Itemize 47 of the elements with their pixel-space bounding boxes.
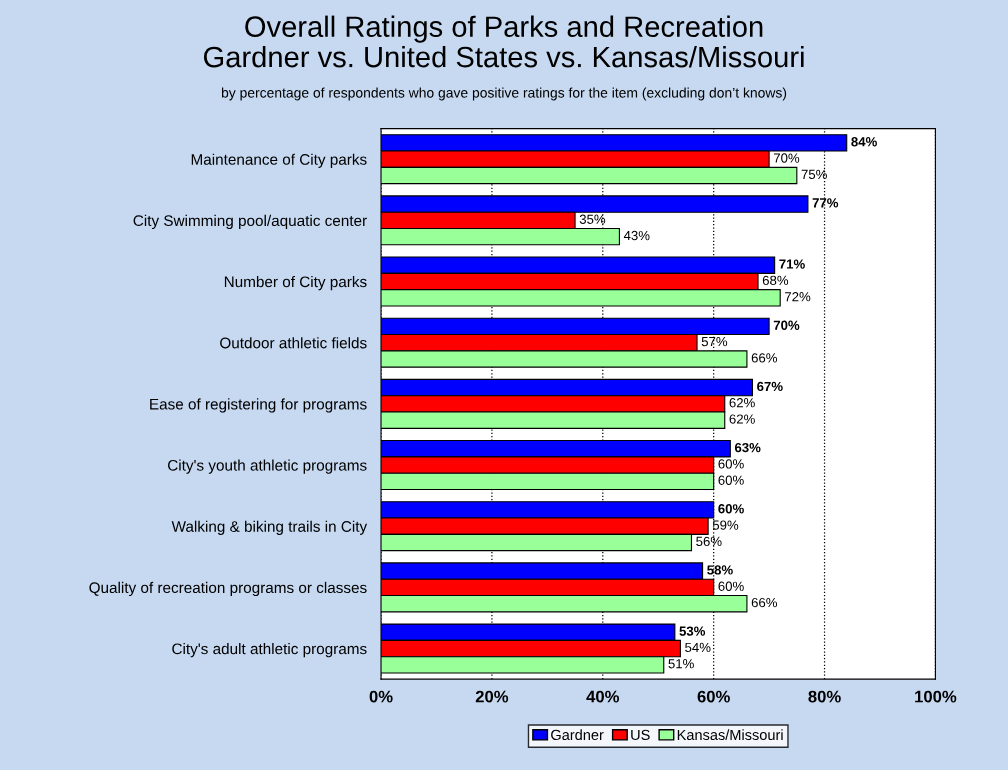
y-tick-label: Maintenance of City parks xyxy=(191,153,367,168)
data-label: 54% xyxy=(685,642,711,653)
y-tick-label: City Swimming pool/aquatic center xyxy=(133,214,367,230)
y-tick-label: Outdoor athletic fields xyxy=(220,337,367,349)
data-label: 77% xyxy=(812,198,839,208)
data-label: 63% xyxy=(734,442,761,453)
y-tick-label: Walking & biking trails in City xyxy=(171,520,368,535)
x-tick-label: 0% xyxy=(369,690,393,703)
x-tick-label: 20% xyxy=(475,690,509,703)
chart-subtitle: by percentage of respondents who gave positive ratings for the item (excluding don’t knows) xyxy=(221,87,787,101)
data-label: 66% xyxy=(751,597,778,608)
data-label: 66% xyxy=(751,353,778,363)
data-label: 71% xyxy=(779,259,805,269)
chart-title: Overall Ratings of Parks and Recreation Gardner vs. United States vs. Kansas/Missouri xyxy=(203,15,804,68)
y-tick-label: City's youth athletic programs xyxy=(168,459,367,474)
x-tick-label: 60% xyxy=(697,690,730,703)
data-label: 59% xyxy=(712,520,739,530)
data-label: 60% xyxy=(718,475,744,485)
x-tick-label: 40% xyxy=(586,690,620,703)
data-label: 68% xyxy=(762,275,789,286)
data-label: 60% xyxy=(718,504,744,514)
data-label: 57% xyxy=(701,336,728,347)
data-label: 72% xyxy=(785,292,811,302)
data-label: 84% xyxy=(851,137,877,147)
data-label: 62% xyxy=(729,414,755,424)
y-tick-label: Number of City parks xyxy=(224,275,367,291)
y-tick-label: Quality of recreation programs or classes xyxy=(89,581,367,597)
data-label: 53% xyxy=(679,626,706,636)
legend-label: US xyxy=(631,729,650,741)
legend-label: Kansas/Missouri xyxy=(677,729,783,741)
y-tick-label: Ease of registering for programs xyxy=(150,398,367,413)
data-label: 35% xyxy=(579,214,606,224)
y-tick-label: City's adult athletic programs xyxy=(172,643,367,658)
data-label: 70% xyxy=(773,320,800,330)
data-label: 75% xyxy=(801,169,827,180)
data-label: 56% xyxy=(696,536,722,547)
data-label: 58% xyxy=(707,565,733,575)
data-label: 67% xyxy=(757,381,783,392)
data-label: 51% xyxy=(668,659,694,669)
data-label: 43% xyxy=(623,230,650,241)
legend-label: Gardner xyxy=(551,729,604,741)
data-label: 62% xyxy=(729,398,755,408)
data-label: 60% xyxy=(718,459,744,469)
x-tick-label: 100% xyxy=(915,690,957,703)
data-label: 60% xyxy=(718,581,744,591)
data-label: 70% xyxy=(773,153,800,163)
x-tick-label: 80% xyxy=(808,690,841,703)
